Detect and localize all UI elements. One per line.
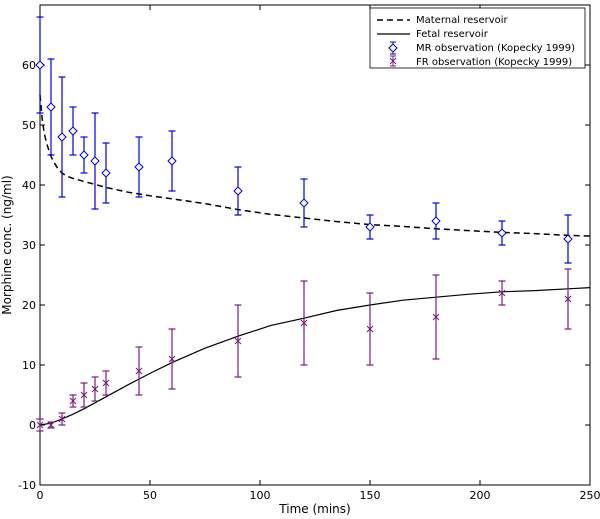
plot-area-frame — [39, 4, 591, 486]
diamond-marker — [68, 126, 78, 136]
y-tick-label: 50 — [22, 119, 36, 132]
diamond-marker — [233, 186, 243, 196]
x-marker — [234, 337, 242, 345]
diamond-marker — [497, 228, 507, 238]
mr-observation-point — [299, 178, 309, 228]
mr-observation-point — [68, 106, 78, 156]
legend-fr-label: FR observation (Kopecky 1999) — [416, 57, 572, 68]
mr-observation-point — [167, 130, 177, 192]
mr-observation-point — [101, 142, 111, 204]
mr-observation-point — [497, 220, 507, 246]
fr-observation-point — [47, 421, 55, 429]
diamond-marker — [167, 156, 177, 166]
diamond-marker — [46, 102, 56, 112]
diamond-marker — [90, 156, 100, 166]
mr-observation-point — [431, 202, 441, 240]
diamond-marker — [134, 162, 144, 172]
mr-observation-point — [90, 112, 100, 210]
mr-observation-point — [35, 16, 45, 114]
fr-observation-point — [168, 328, 176, 390]
x-axis: 0 50 100 150 200 250 — [37, 5, 600, 502]
diamond-marker — [35, 60, 45, 70]
fr-observation-point — [58, 412, 66, 426]
y-tick-label: 60 — [22, 59, 36, 72]
x-marker — [135, 367, 143, 375]
diamond-marker — [431, 216, 441, 226]
x-marker — [58, 415, 66, 423]
x-marker — [300, 319, 308, 327]
mr-observation-point — [46, 58, 56, 156]
legend-fr-marker — [389, 55, 397, 67]
x-marker — [366, 325, 374, 333]
x-tick-label: 250 — [580, 489, 600, 502]
x-marker — [80, 391, 88, 399]
mr-observation-point — [79, 136, 89, 174]
mr-observation-point — [365, 214, 375, 240]
fr-observation-point — [234, 304, 242, 378]
diamond-marker — [101, 168, 111, 178]
x-tick-label: 200 — [470, 489, 491, 502]
y-tick-label: 20 — [22, 299, 36, 312]
fr-observation-point — [91, 376, 99, 402]
diamond-marker — [563, 234, 573, 244]
x-marker — [36, 421, 44, 429]
legend: Maternal reservoir Fetal reservoir MR ob… — [369, 7, 586, 69]
fr-observation-point — [432, 274, 440, 360]
fr-observation-point — [300, 280, 308, 366]
fr-observation-point — [564, 268, 572, 330]
x-marker — [102, 379, 110, 387]
x-marker — [69, 397, 77, 405]
y-tick-label: 30 — [22, 239, 36, 252]
fr-observation-point — [69, 394, 77, 408]
diamond-marker — [57, 132, 67, 142]
x-tick-label: 100 — [250, 489, 271, 502]
mr-observation-point — [134, 136, 144, 198]
x-marker — [91, 385, 99, 393]
y-tick-label: -10 — [18, 479, 36, 492]
x-tick-label: 50 — [143, 489, 157, 502]
mr-observation-point — [57, 76, 67, 198]
x-marker — [498, 289, 506, 297]
diamond-marker — [365, 222, 375, 232]
legend-mr-label: MR observation (Kopecky 1999) — [416, 43, 575, 54]
fr-observation-point — [135, 346, 143, 396]
fr-observation-point — [102, 370, 110, 396]
y-tick-label: 0 — [29, 419, 36, 432]
x-marker — [47, 421, 55, 429]
y-axis-label: Morphine conc. (ng/ml) — [0, 175, 14, 314]
x-marker — [432, 313, 440, 321]
legend-fetal-label: Fetal reservoir — [416, 29, 489, 40]
mr-observation-point — [563, 214, 573, 264]
legend-maternal-label: Maternal reservoir — [416, 15, 509, 26]
series-layer — [35, 16, 591, 432]
fr-observation-point — [80, 382, 88, 408]
fr-observation-point — [498, 280, 506, 306]
legend-box — [369, 7, 586, 69]
mr-observation-point — [233, 166, 243, 216]
y-axis: -10 0 10 20 30 40 50 60 — [18, 59, 590, 492]
fr-observation-point — [366, 292, 374, 366]
x-tick-label: 0 — [37, 489, 44, 502]
x-marker — [564, 295, 572, 303]
diamond-marker — [79, 150, 89, 160]
fr-observation-point — [36, 418, 44, 432]
diamond-marker — [299, 198, 309, 208]
legend-mr-marker — [388, 41, 398, 55]
x-marker — [168, 355, 176, 363]
x-axis-label: Time (mins) — [278, 502, 350, 516]
x-tick-label: 150 — [360, 489, 381, 502]
y-tick-label: 10 — [22, 359, 36, 372]
y-tick-label: 40 — [22, 179, 36, 192]
